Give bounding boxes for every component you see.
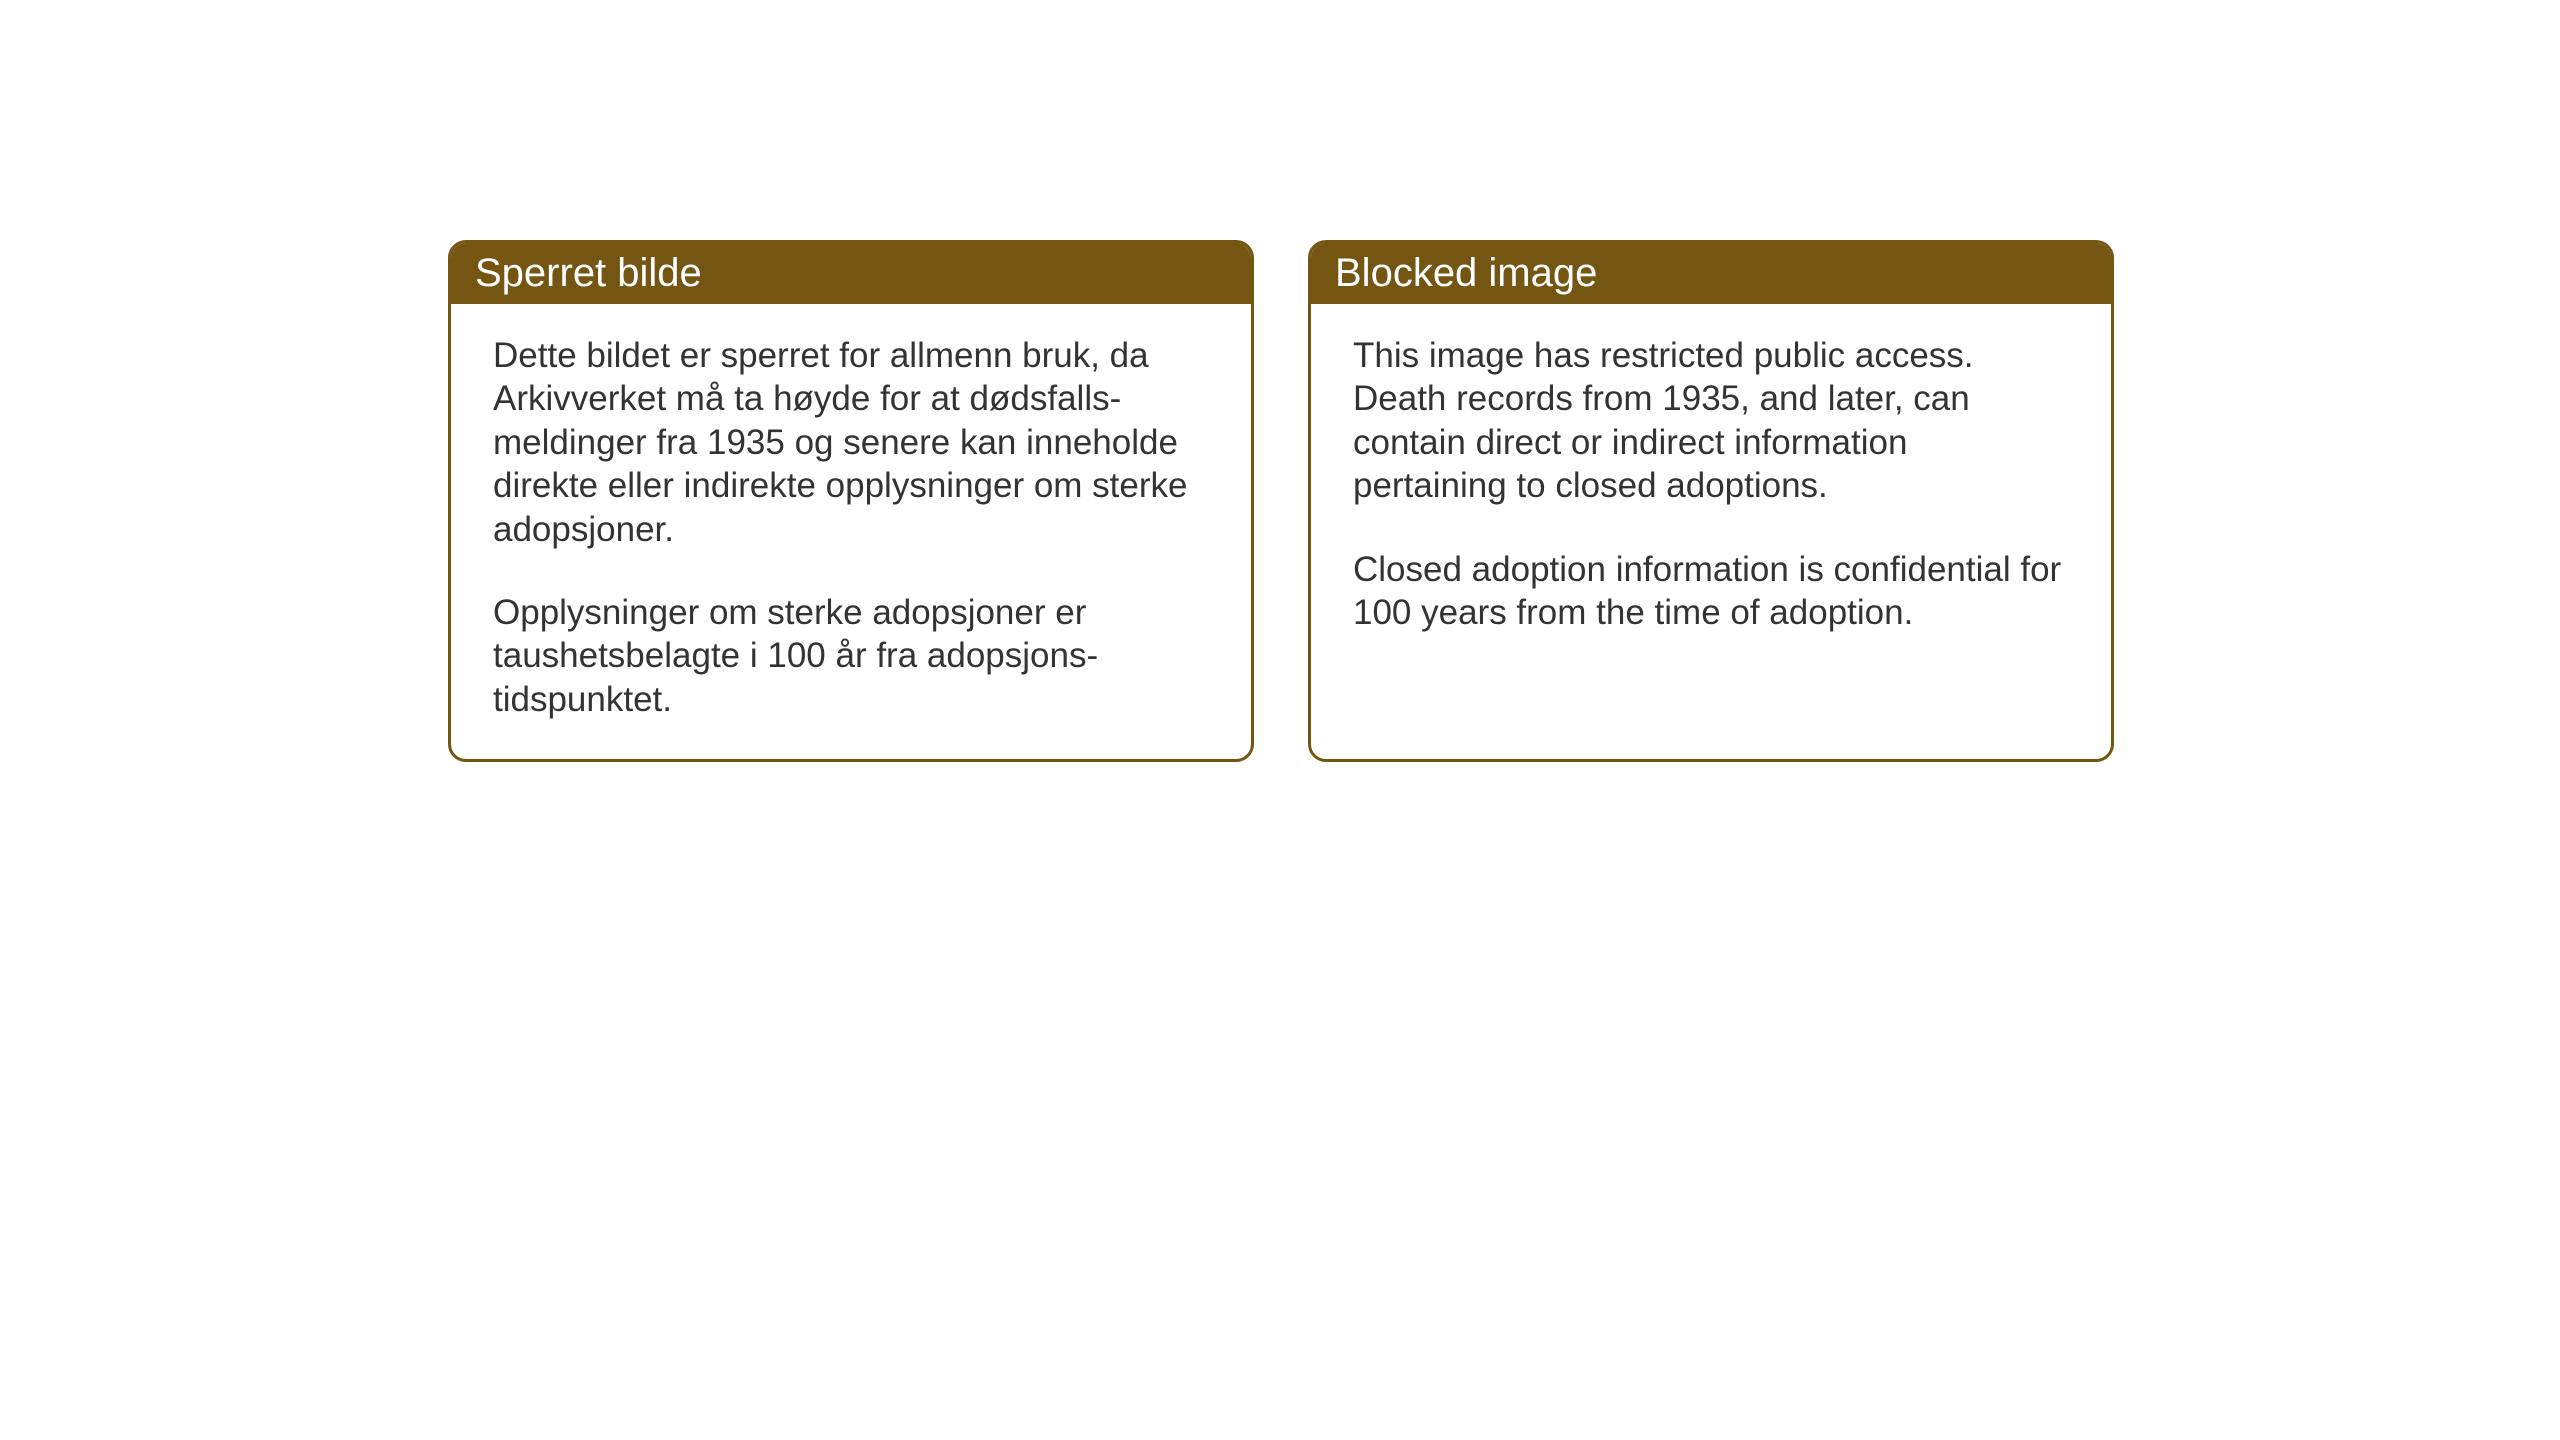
card-paragraph2-norwegian: Opplysninger om sterke adopsjoner er tau… xyxy=(493,591,1209,721)
card-header-norwegian: Sperret bilde xyxy=(451,243,1251,304)
notice-cards-container: Sperret bilde Dette bildet er sperret fo… xyxy=(448,240,2114,762)
card-paragraph1-norwegian: Dette bildet er sperret for allmenn bruk… xyxy=(493,334,1209,551)
card-paragraph1-english: This image has restricted public access.… xyxy=(1353,334,2069,508)
card-title-norwegian: Sperret bilde xyxy=(475,251,702,295)
card-body-english: This image has restricted public access.… xyxy=(1311,304,2111,734)
blocked-image-card-english: Blocked image This image has restricted … xyxy=(1308,240,2114,762)
blocked-image-card-norwegian: Sperret bilde Dette bildet er sperret fo… xyxy=(448,240,1254,762)
card-paragraph2-english: Closed adoption information is confident… xyxy=(1353,548,2069,635)
card-body-norwegian: Dette bildet er sperret for allmenn bruk… xyxy=(451,304,1251,759)
card-header-english: Blocked image xyxy=(1311,243,2111,304)
card-title-english: Blocked image xyxy=(1335,251,1597,295)
